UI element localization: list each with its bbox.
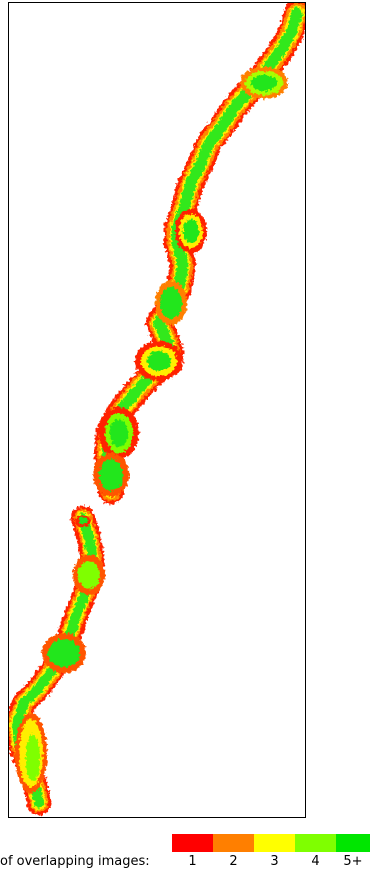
- overlap-legend: of overlapping images: 1 2 3 4 5+: [0, 832, 370, 872]
- legend-label-2: 2: [229, 854, 238, 869]
- flight-path-coverage: [9, 3, 305, 815]
- coverage-blobs: [15, 67, 288, 793]
- overlap-map: [8, 2, 306, 818]
- coverage-strip: [9, 3, 305, 815]
- legend-label: of overlapping images:: [0, 854, 150, 869]
- legend-label-1: 1: [188, 854, 197, 869]
- legend-label-4: 4: [311, 854, 320, 869]
- legend-swatch-3: [254, 834, 295, 852]
- legend-label-3: 3: [270, 854, 279, 869]
- legend-swatch-5: [336, 834, 370, 852]
- legend-swatch-2: [213, 834, 254, 852]
- legend-swatch-1: [172, 834, 213, 852]
- legend-label-5: 5+: [343, 854, 363, 869]
- legend-swatch-4: [295, 834, 336, 852]
